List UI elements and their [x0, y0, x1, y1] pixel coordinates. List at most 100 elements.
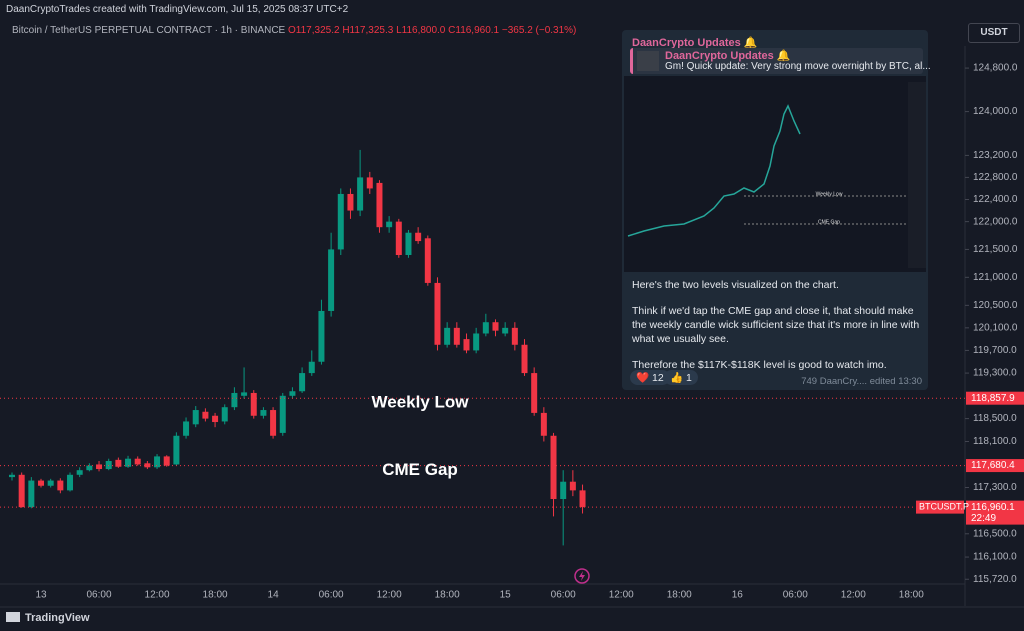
candle-body [18, 474, 25, 508]
candle-body [502, 327, 509, 334]
post-body: Here's the two levels visualized on the … [632, 278, 922, 384]
annotation: CME Gap [382, 460, 458, 479]
candle-body [550, 435, 557, 500]
candle-body [28, 480, 35, 508]
candle-body [241, 392, 248, 396]
y-tick-label: 118,500.0 [973, 413, 1017, 424]
logo [6, 612, 20, 622]
y-tick-label: 116,500.0 [973, 528, 1017, 539]
candle-body [38, 480, 45, 486]
x-tick-label: 18:00 [667, 590, 692, 601]
candle-body [183, 421, 190, 436]
post-paragraph: Therefore the $117K-$118K level is good … [632, 359, 887, 371]
candle-body [299, 373, 306, 392]
price-label-bg [966, 391, 1024, 405]
symbol: Bitcoin / TetherUS PERPETUAL CONTRACT · … [12, 25, 576, 36]
candle-body [86, 465, 93, 471]
candle-body [463, 339, 470, 351]
candle-body [347, 193, 354, 211]
x-tick-label: 06:00 [87, 590, 112, 601]
candle-body [202, 411, 209, 419]
candle-body [47, 480, 54, 486]
currency-button[interactable]: USDT [968, 23, 1020, 43]
y-tick-label: 120,500.0 [973, 300, 1018, 311]
candle-body [395, 221, 402, 255]
event-icon[interactable] [574, 568, 590, 584]
y-tick-label: 122,400.0 [973, 194, 1018, 205]
candle-body [444, 327, 451, 345]
candle-body [173, 435, 180, 465]
candle-body [579, 490, 586, 508]
candle-body [67, 474, 74, 491]
credit: DaanCryptoTrades created with TradingVie… [6, 4, 349, 15]
candle-body [134, 458, 141, 465]
series-tag: BTCUSDT.P [919, 501, 969, 511]
candle-body [473, 333, 480, 351]
x-tick-label: 18:00 [899, 590, 924, 601]
y-tick-label: 123,200.0 [973, 150, 1018, 161]
reply-thumb [637, 51, 659, 71]
post-meta: 749 DaanCry.... edited 13:30 [801, 376, 922, 387]
x-tick-label: 18:00 [435, 590, 460, 601]
y-tick-label: 117,300.0 [973, 482, 1017, 493]
y-tick-label: 122,800.0 [973, 172, 1018, 183]
candle-body [231, 392, 238, 408]
price-label: 116,960.1 [971, 502, 1015, 513]
candle-body [424, 238, 431, 283]
event-bolt [579, 571, 585, 581]
price-label: 117,680.4 [971, 460, 1015, 471]
countdown: 22:49 [971, 513, 996, 524]
x-tick-label: 06:00 [551, 590, 576, 601]
y-tick-label: 119,700.0 [973, 345, 1017, 356]
candle-body [540, 412, 547, 436]
post-paragraph: Here's the two levels visualized on the … [632, 279, 839, 291]
candle-body [144, 463, 151, 468]
x-tick-label: 15 [500, 590, 512, 601]
y-tick-label: 119,300.0 [973, 368, 1017, 379]
candle-body [192, 410, 199, 425]
candle-body [531, 373, 538, 413]
price-label: 118,857.9 [971, 393, 1015, 404]
candle-body [569, 481, 576, 491]
candle-body [482, 322, 489, 334]
y-tick-label: 121,500.0 [973, 244, 1018, 255]
candle-body [250, 392, 257, 416]
reaction[interactable]: 👍 1 [664, 370, 698, 385]
candle-body [415, 232, 422, 242]
candle-body [260, 410, 267, 416]
edited: edited 13:30 [869, 376, 922, 387]
x-tick-label: 06:00 [319, 590, 344, 601]
reaction[interactable]: ❤️ 12 [630, 370, 670, 385]
price-label-bg [966, 459, 1024, 473]
candle-body [9, 474, 15, 478]
y-tick-label: 124,000.0 [973, 106, 1018, 117]
y-tick-label: 124,800.0 [973, 63, 1018, 74]
x-tick-label: 06:00 [783, 590, 808, 601]
x-tick-label: 16 [732, 590, 744, 601]
x-tick-label: 14 [268, 590, 280, 601]
candle-body [212, 415, 219, 423]
reply-channel: DaanCrypto Updates 🔔 [665, 50, 791, 62]
candle-body [434, 282, 441, 345]
post-image: Weekly Low CME Gap [624, 76, 926, 272]
symbol-name: Bitcoin / TetherUS PERPETUAL CONTRACT · … [12, 25, 286, 36]
y-tick-label: 120,100.0 [973, 322, 1018, 333]
candle-body [366, 177, 373, 189]
footer-brand: TradingView [25, 612, 90, 624]
candle-body [279, 395, 286, 433]
ohlc: O117,325.2 H117,325.3 L116,800.0 C116,96… [288, 25, 577, 36]
y-tick-label: 121,000.0 [973, 272, 1018, 283]
candle-body [453, 327, 460, 345]
candle-body [76, 470, 83, 475]
x-tick-label: 18:00 [203, 590, 228, 601]
candle-body [57, 480, 64, 491]
image-axis [908, 82, 926, 268]
candle-body [115, 459, 122, 467]
candle-body [386, 221, 393, 228]
y-tick-label: 115,720.0 [973, 574, 1017, 585]
reply-box[interactable]: DaanCrypto Updates 🔔 Gm! Quick update: V… [630, 48, 931, 74]
telegram-post: DaanCrypto Updates 🔔 DaanCrypto Updates … [622, 30, 931, 390]
image-label: Weekly Low [816, 191, 843, 197]
